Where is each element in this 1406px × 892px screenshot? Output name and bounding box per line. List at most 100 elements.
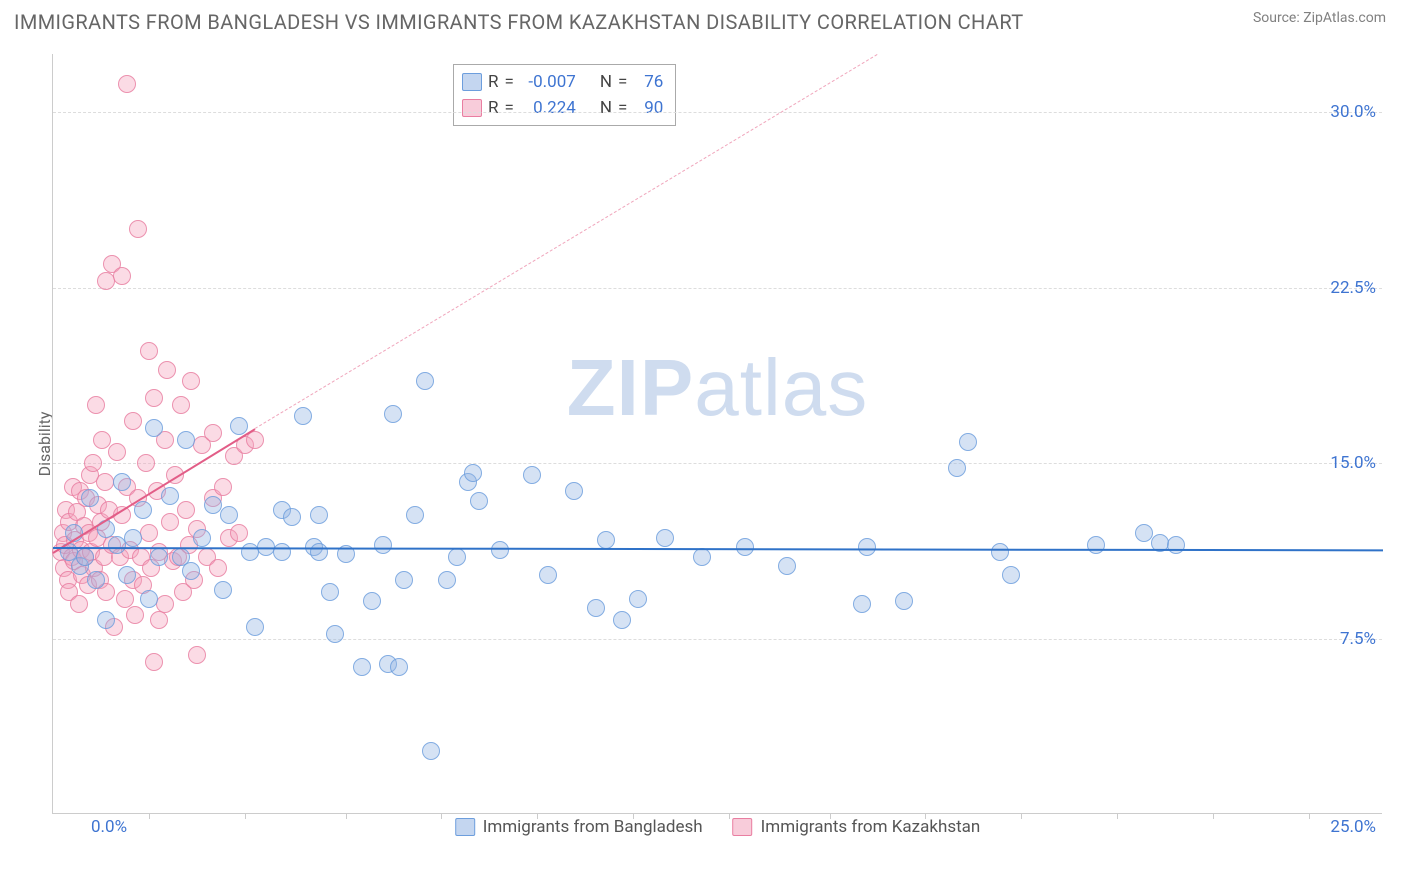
data-point xyxy=(438,571,456,589)
data-point xyxy=(395,571,413,589)
data-point xyxy=(156,595,174,613)
legend-row-b: R = 0.224 N = 90 xyxy=(462,95,663,121)
data-point xyxy=(597,531,615,549)
x-tick xyxy=(1309,813,1310,819)
data-point xyxy=(214,581,232,599)
data-point xyxy=(353,658,371,676)
gridline xyxy=(53,639,1382,640)
data-point xyxy=(778,557,796,575)
data-point xyxy=(613,611,631,629)
x-tick xyxy=(245,813,246,819)
data-point xyxy=(188,646,206,664)
data-point xyxy=(177,501,195,519)
x-tick xyxy=(1021,813,1022,819)
data-point xyxy=(363,592,381,610)
series-legend: Immigrants from Bangladesh Immigrants fr… xyxy=(455,817,981,837)
data-point xyxy=(629,590,647,608)
x-tick xyxy=(537,813,538,819)
data-point xyxy=(326,625,344,643)
data-point xyxy=(81,489,99,507)
data-point xyxy=(273,543,291,561)
y-tick-label: 22.5% xyxy=(1330,278,1376,298)
data-point xyxy=(145,419,163,437)
data-point xyxy=(214,478,232,496)
x-tick xyxy=(346,813,347,819)
data-point xyxy=(1087,536,1105,554)
data-point xyxy=(87,571,105,589)
data-point xyxy=(523,466,541,484)
swatch-b-icon xyxy=(462,99,482,117)
data-point xyxy=(126,606,144,624)
data-point xyxy=(140,590,158,608)
y-tick-label: 30.0% xyxy=(1330,102,1376,122)
correlation-legend: R = -0.007 N = 76 R = 0.224 N = 90 xyxy=(453,64,676,126)
data-point xyxy=(145,653,163,671)
data-point xyxy=(310,506,328,524)
data-point xyxy=(137,454,155,472)
data-point xyxy=(70,595,88,613)
swatch-b-icon xyxy=(733,818,753,836)
legend-row-a: R = -0.007 N = 76 xyxy=(462,69,663,95)
y-tick-label: 7.5% xyxy=(1340,629,1376,649)
data-point xyxy=(177,431,195,449)
data-point xyxy=(416,372,434,390)
data-point xyxy=(150,548,168,566)
data-point xyxy=(374,536,392,554)
data-point xyxy=(96,473,114,491)
data-point xyxy=(145,389,163,407)
data-point xyxy=(470,492,488,510)
data-point xyxy=(108,443,126,461)
swatch-a-icon xyxy=(455,818,475,836)
data-point xyxy=(116,590,134,608)
data-point xyxy=(991,543,1009,561)
x-tick xyxy=(729,813,730,819)
data-point xyxy=(959,433,977,451)
swatch-a-icon xyxy=(462,73,482,91)
data-point xyxy=(1002,566,1020,584)
data-point xyxy=(172,396,190,414)
x-min-label: 0.0% xyxy=(91,817,127,837)
data-point xyxy=(87,396,105,414)
data-point xyxy=(158,361,176,379)
y-tick-label: 15.0% xyxy=(1330,453,1376,473)
data-point xyxy=(84,454,102,472)
x-max-label: 25.0% xyxy=(1330,817,1376,837)
data-point xyxy=(182,562,200,580)
gridline xyxy=(53,463,1382,464)
data-point xyxy=(310,543,328,561)
data-point xyxy=(283,508,301,526)
data-point xyxy=(182,372,200,390)
data-point xyxy=(895,592,913,610)
data-point xyxy=(76,548,94,566)
data-point xyxy=(384,405,402,423)
data-point xyxy=(230,417,248,435)
data-point xyxy=(97,611,115,629)
data-point xyxy=(853,595,871,613)
data-point xyxy=(422,742,440,760)
data-point xyxy=(204,424,222,442)
page-title: IMMIGRANTS FROM BANGLADESH VS IMMIGRANTS… xyxy=(14,10,1024,34)
data-point xyxy=(448,548,466,566)
data-point xyxy=(464,464,482,482)
data-point xyxy=(161,513,179,531)
data-point xyxy=(230,524,248,542)
watermark: ZIPatlas xyxy=(567,342,868,434)
data-point xyxy=(656,529,674,547)
data-point xyxy=(209,559,227,577)
data-point xyxy=(124,412,142,430)
data-point xyxy=(321,583,339,601)
data-point xyxy=(565,482,583,500)
data-point xyxy=(161,487,179,505)
x-tick xyxy=(633,813,634,819)
x-tick xyxy=(1117,813,1118,819)
data-point xyxy=(948,459,966,477)
legend-item-a: Immigrants from Bangladesh xyxy=(455,817,703,837)
data-point xyxy=(129,220,147,238)
plot-area: ZIPatlas R = -0.007 N = 76 R = 0.224 N = xyxy=(52,54,1382,814)
data-point xyxy=(406,506,424,524)
data-point xyxy=(1167,536,1185,554)
data-point xyxy=(220,506,238,524)
x-tick xyxy=(830,813,831,819)
data-point xyxy=(150,611,168,629)
data-point xyxy=(858,538,876,556)
